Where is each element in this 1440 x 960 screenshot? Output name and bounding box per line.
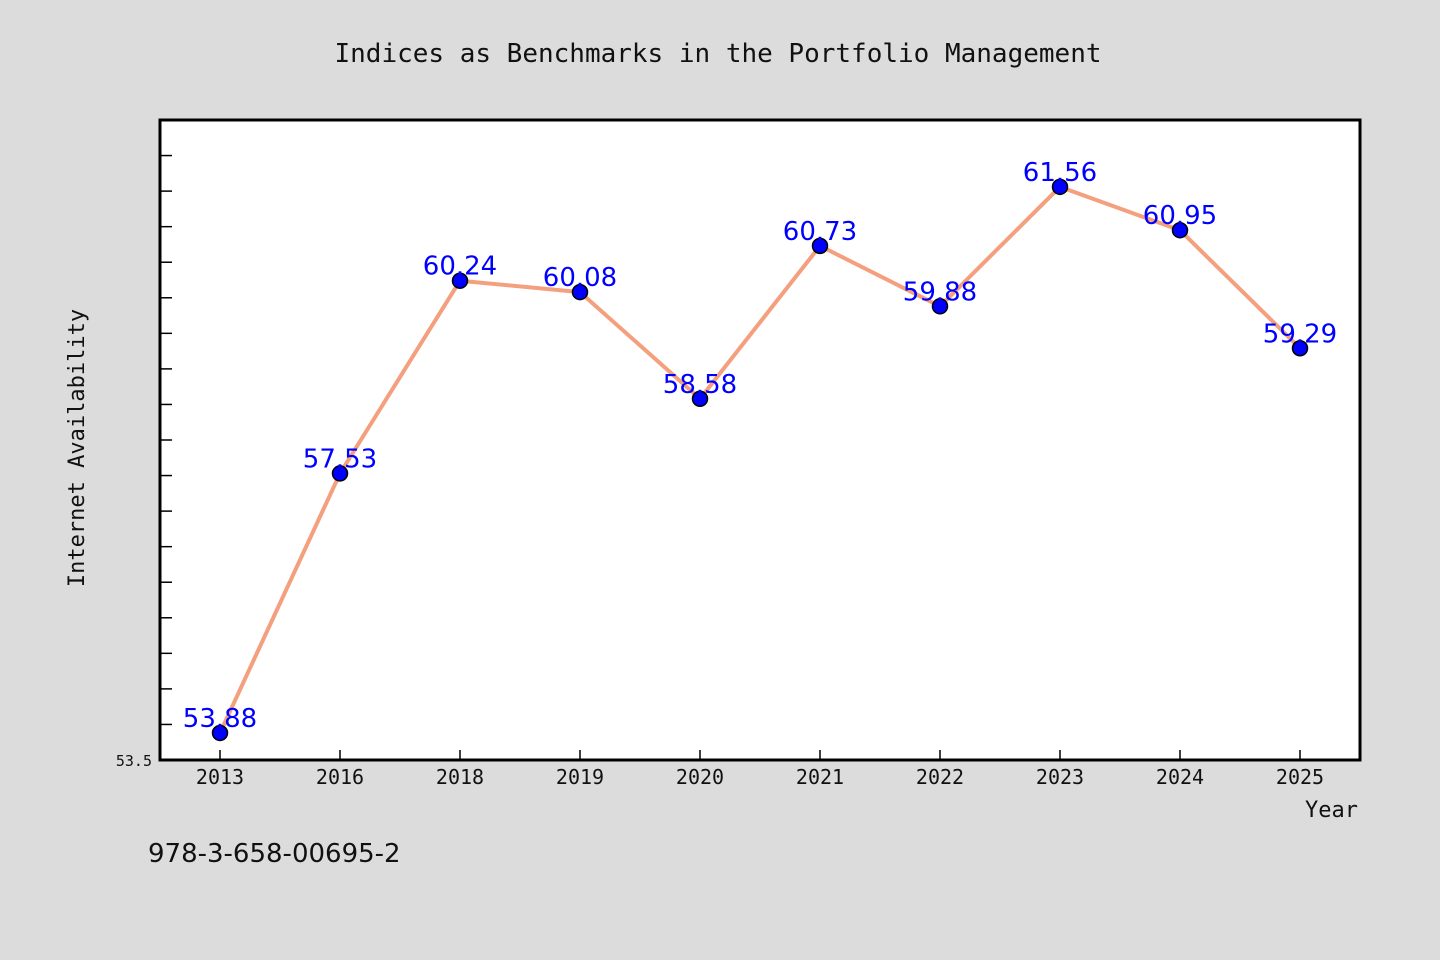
x-tick-label: 2018 xyxy=(436,765,484,789)
x-axis-title: Year xyxy=(1305,798,1358,823)
x-tick-label: 2016 xyxy=(316,765,364,789)
x-tick-label: 2024 xyxy=(1156,765,1204,789)
data-label: 59.29 xyxy=(1263,319,1337,349)
data-point xyxy=(1291,340,1309,357)
x-tick-label: 2025 xyxy=(1276,765,1324,789)
data-point xyxy=(931,298,949,315)
isbn-footer: 978-3-658-00695-2 xyxy=(148,839,401,869)
x-tick-label: 2020 xyxy=(676,765,724,789)
x-tick-label: 2022 xyxy=(916,765,964,789)
x-tick-label: 2013 xyxy=(196,765,244,789)
y-tick-label: 53.5 xyxy=(116,752,152,770)
series-line xyxy=(218,184,1302,735)
data-label: 60.73 xyxy=(783,217,857,247)
data-label: 53.88 xyxy=(183,704,257,734)
y-axis-title: Internet Availability xyxy=(65,309,90,587)
data-point xyxy=(571,283,589,301)
data-label: 59.88 xyxy=(903,277,977,307)
data-label: 57.53 xyxy=(303,444,377,474)
data-label: 60.95 xyxy=(1143,201,1217,231)
data-point xyxy=(811,237,829,255)
data-point xyxy=(451,272,469,289)
x-tick-label: 2023 xyxy=(1036,765,1084,789)
x-axis-ticks xyxy=(219,750,1301,760)
data-label: 60.24 xyxy=(423,252,497,282)
data-label: 61.56 xyxy=(1023,158,1097,188)
chart-title: Indices as Benchmarks in the Portfolio M… xyxy=(334,39,1101,69)
data-point xyxy=(331,465,349,482)
data-labels: 53.88 57.53 60.24 60.08 58.58 60.73 59.88 61.56… xyxy=(183,158,1337,734)
plot-frame xyxy=(158,118,1362,762)
data-point xyxy=(691,390,709,408)
x-tick-labels: 2013 2016 2018 2019 2020 2021 2022 2023 2024 2025 xyxy=(196,765,1324,789)
y-axis-ticks xyxy=(160,154,172,726)
data-point xyxy=(1051,178,1069,196)
series-markers xyxy=(211,178,1309,742)
data-label: 60.08 xyxy=(543,263,617,293)
data-label: 58.58 xyxy=(663,370,737,400)
data-point xyxy=(211,724,229,742)
data-point xyxy=(1171,221,1189,239)
x-tick-label: 2019 xyxy=(556,765,604,789)
x-tick-label: 2021 xyxy=(796,765,844,789)
